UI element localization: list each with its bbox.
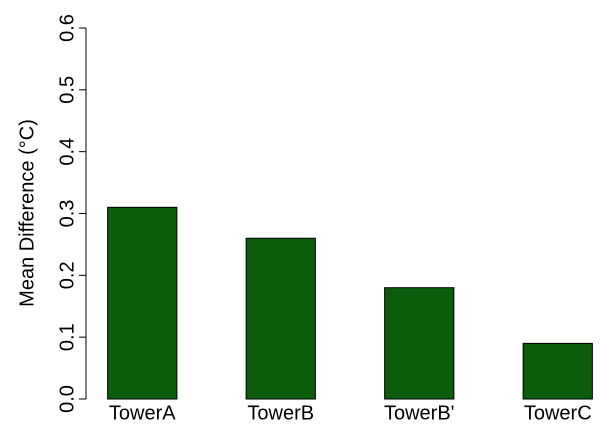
- x-tick-label: TowerB: [247, 402, 314, 424]
- y-axis-title: Mean Difference (°C): [16, 119, 38, 307]
- y-tick-label: 0.6: [56, 14, 78, 42]
- y-tick-label: 0.0: [56, 385, 78, 413]
- x-tick-label: TowerA: [109, 402, 176, 424]
- y-tick-label: 0.5: [56, 76, 78, 104]
- bar: [107, 206, 178, 400]
- y-tick-label: 0.1: [56, 323, 78, 351]
- y-tick-label: 0.4: [56, 138, 78, 166]
- bar: [245, 237, 316, 400]
- x-tick-label: TowerB': [384, 402, 455, 424]
- bar: [522, 342, 593, 400]
- x-tick-label: TowerC: [524, 402, 592, 424]
- bar: [384, 287, 455, 400]
- y-tick-label: 0.2: [56, 261, 78, 289]
- y-tick-label: 0.3: [56, 200, 78, 228]
